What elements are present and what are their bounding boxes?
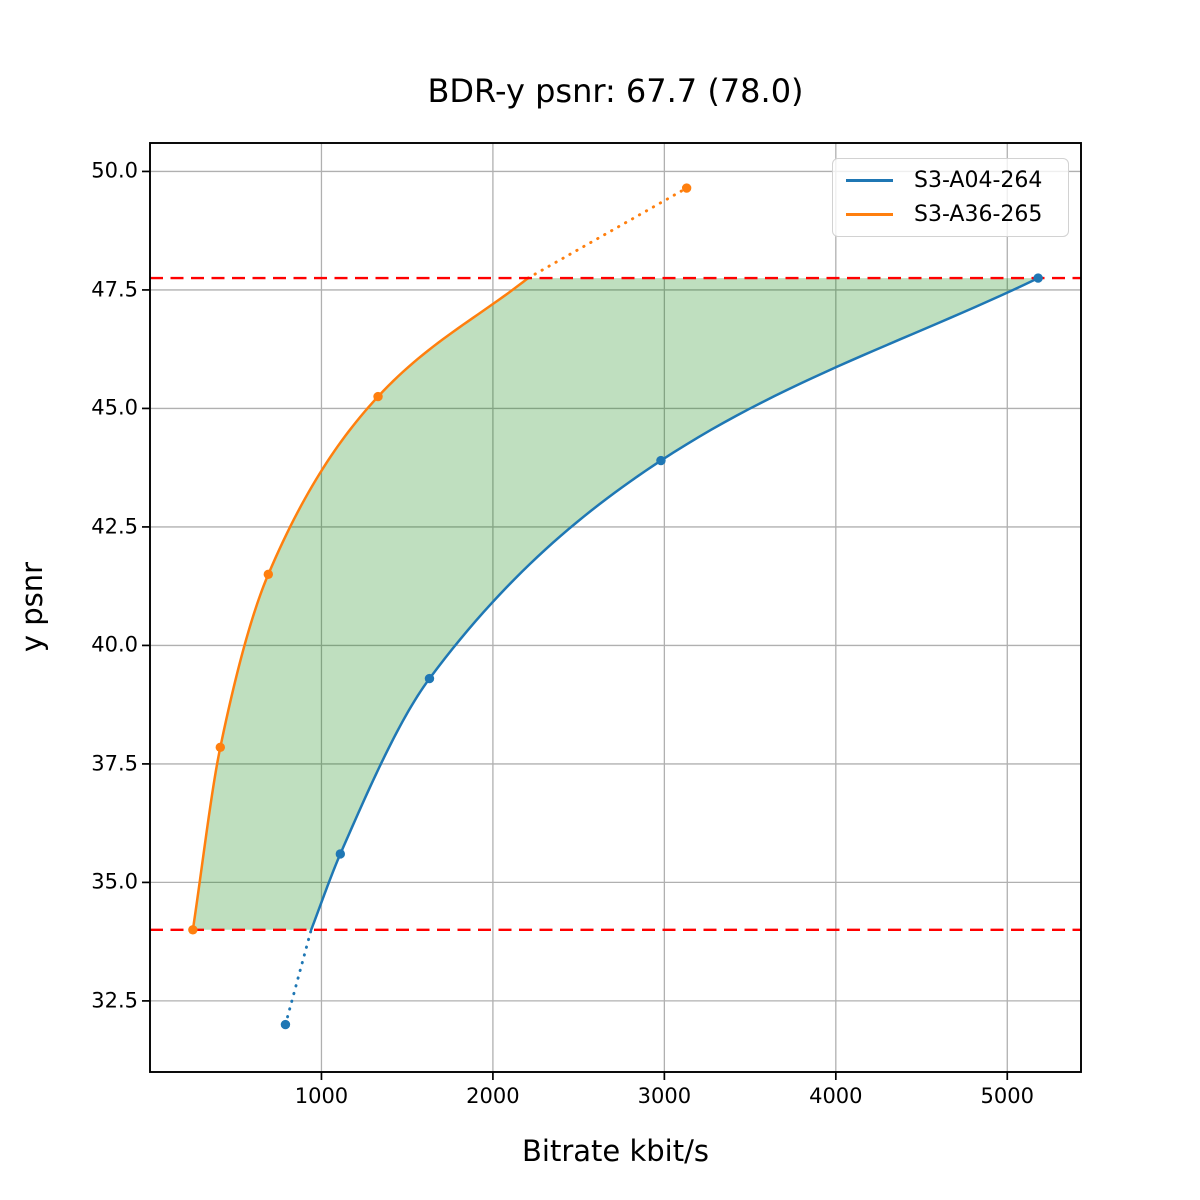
x-tick-label: 1000 [294,1084,349,1108]
x-tick-label: 5000 [980,1084,1034,1108]
y-tick-label: 47.5 [91,277,138,302]
y-tick-label: 45.0 [91,395,138,420]
legend-line-sample [846,179,893,182]
x-tick-label: 3000 [637,1084,692,1108]
legend-item: S3-A36-265 [833,202,1068,227]
legend-item: S3-A04-264 [833,168,1068,193]
x-tick-label: 2000 [466,1084,520,1108]
y-tick-label: 32.5 [91,988,138,1013]
chart-title: BDR-y psnr: 67.7 (78.0) [427,72,804,110]
y-tick-label: 40.0 [91,632,138,657]
y-tick-label: 42.5 [91,514,138,539]
y-tick-label: 37.5 [91,751,138,776]
x-tick-label: 4000 [809,1084,863,1108]
x-axis-label: Bitrate kbit/s [522,1134,709,1168]
legend-label: S3-A36-265 [914,202,1043,227]
y-axis-label: y psnr [15,561,49,653]
legend-line-sample [846,213,893,216]
y-tick-label: 50.0 [91,158,138,183]
legend: S3-A04-264 S3-A36-265 [832,158,1069,237]
legend-label: S3-A04-264 [914,168,1043,193]
y-tick-label: 35.0 [91,869,138,894]
